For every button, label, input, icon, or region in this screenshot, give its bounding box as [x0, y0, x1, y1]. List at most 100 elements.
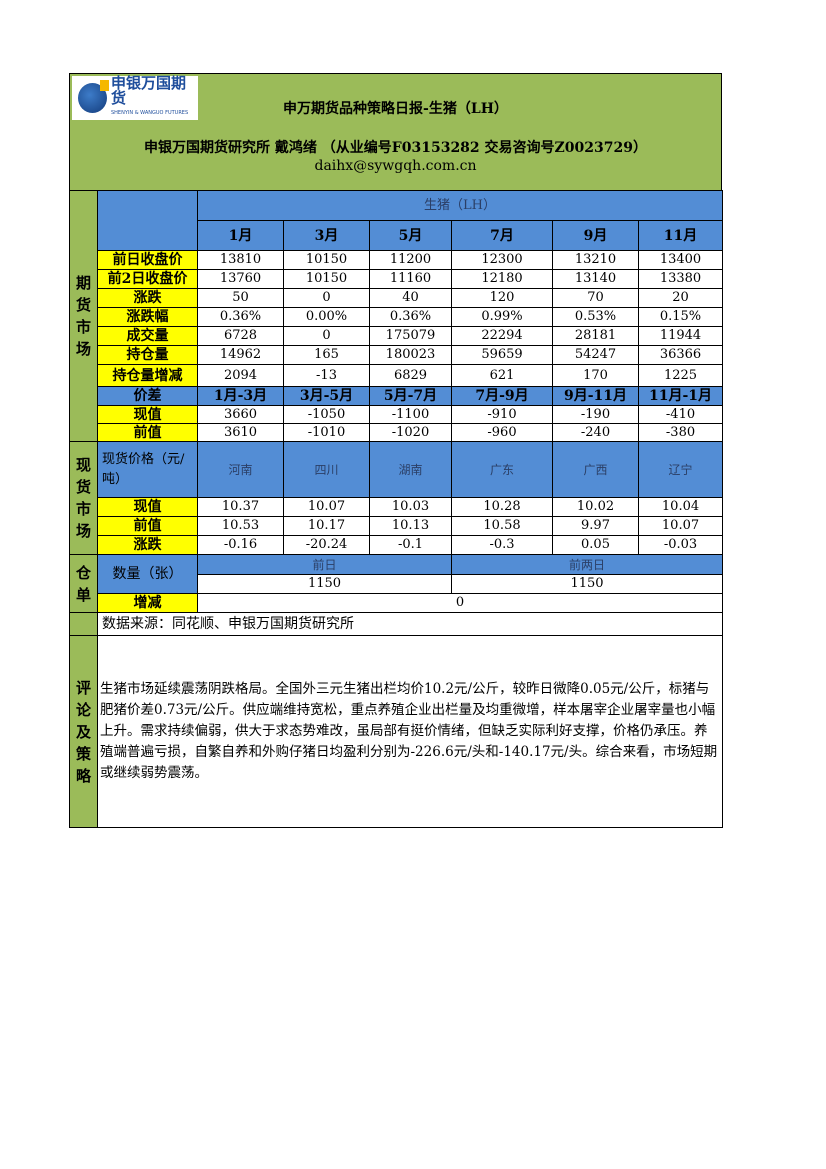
value-cell: 1225	[637, 364, 724, 387]
value-cell: 0.05	[552, 535, 639, 555]
report-header: 申银万国期货 SHENYIN & WANGUO FUTURES 申万期货品种策略日…	[69, 73, 722, 190]
table-row: 现值 3660 -1050 -1100 -910 -190 -410	[70, 405, 724, 424]
section-warehouse: 仓单	[69, 554, 98, 613]
spread-header: 3月-5月	[283, 386, 370, 406]
data-source: 数据来源：同花顺、申银万国期货研究所	[96, 612, 724, 636]
region-header: 广东	[451, 441, 553, 498]
table-row: 涨跌 -0.16 -20.24 -0.1 -0.3 0.05 -0.03	[70, 535, 724, 555]
table-row: 数据来源：同花顺、申银万国期货研究所	[69, 612, 724, 636]
value-cell: 10.53	[197, 516, 284, 536]
row-label: 持仓量	[97, 345, 198, 365]
value-cell: 120	[451, 288, 553, 308]
table-row: 增减 0	[70, 593, 724, 613]
table-row: 前值 10.53 10.17 10.13 10.58 9.97 10.07	[70, 516, 724, 536]
value-cell: 165	[283, 345, 370, 365]
value-cell: -20.24	[283, 535, 370, 555]
region-header: 四川	[283, 441, 370, 498]
value-cell: -190	[552, 405, 639, 424]
value-cell: 10.07	[637, 516, 724, 536]
value-cell: 12300	[451, 250, 553, 270]
row-label: 前2日收盘价	[97, 269, 198, 289]
value-cell: 0.99%	[451, 307, 553, 327]
value-cell: 40	[369, 288, 452, 308]
month-header: 11月	[637, 220, 724, 251]
value-cell: -910	[451, 405, 553, 424]
region-header: 广西	[552, 441, 639, 498]
value-cell: 10150	[283, 269, 370, 289]
prev-day-header: 前日	[197, 554, 452, 575]
value-cell: 621	[451, 364, 553, 387]
value-cell: 12180	[451, 269, 553, 289]
value-cell: -960	[451, 423, 553, 442]
region-header: 河南	[197, 441, 284, 498]
value-cell: 0.15%	[637, 307, 724, 327]
prev2-day-header: 前两日	[450, 554, 724, 575]
month-header: 3月	[283, 220, 370, 251]
value-cell: -380	[637, 423, 724, 442]
value-cell: 0.53%	[552, 307, 639, 327]
value-cell: -410	[637, 405, 724, 424]
value-cell: 2094	[197, 364, 284, 387]
region-header: 辽宁	[637, 441, 724, 498]
blank-cell	[69, 612, 98, 636]
prev2-day-value: 1150	[450, 574, 724, 594]
month-header: 9月	[552, 220, 639, 251]
value-cell: 10.28	[451, 497, 553, 517]
section-spot: 现货市场	[69, 441, 98, 555]
value-cell: 175079	[369, 326, 452, 346]
value-cell: 0.00%	[283, 307, 370, 327]
value-cell: 0.36%	[197, 307, 284, 327]
table-row: 持仓量 14962 165 180023 59659 54247 36366	[70, 345, 724, 365]
company-logo: 申银万国期货 SHENYIN & WANGUO FUTURES	[72, 75, 198, 120]
row-label: 涨跌	[97, 288, 198, 308]
value-cell: 0.36%	[369, 307, 452, 327]
value-cell: 10.17	[283, 516, 370, 536]
value-cell: 0	[283, 326, 370, 346]
value-cell: 3610	[197, 423, 284, 442]
region-header: 湖南	[369, 441, 452, 498]
value-cell: 20	[637, 288, 724, 308]
value-cell: 28181	[552, 326, 639, 346]
value-cell: 10.04	[637, 497, 724, 517]
value-cell: 59659	[451, 345, 553, 365]
value-cell: 9.97	[552, 516, 639, 536]
row-label: 成交量	[97, 326, 198, 346]
value-cell: 13400	[637, 250, 724, 270]
spread-header: 7月-9月	[451, 386, 553, 406]
row-label: 涨跌	[97, 535, 198, 555]
section-futures: 期货市场	[69, 190, 98, 442]
spread-header: 11月-1月	[637, 386, 724, 406]
author-email: daihx@sywgqh.com.cn	[314, 158, 477, 174]
row-label: 前值	[97, 516, 198, 536]
spread-header: 9月-11月	[552, 386, 639, 406]
value-cell: -1100	[369, 405, 452, 424]
value-cell: 36366	[637, 345, 724, 365]
value-cell: 70	[552, 288, 639, 308]
value-cell: 13760	[197, 269, 284, 289]
value-cell: 3660	[197, 405, 284, 424]
row-label: 前日收盘价	[97, 250, 198, 270]
value-cell: 50	[197, 288, 284, 308]
value-cell: -240	[552, 423, 639, 442]
value-cell: 10150	[283, 250, 370, 270]
logo-mark-icon	[78, 80, 109, 113]
value-cell: 6829	[369, 364, 452, 387]
value-cell: 10.13	[369, 516, 452, 536]
value-cell: 13210	[552, 250, 639, 270]
table-row: 涨跌幅 0.36% 0.00% 0.36% 0.99% 0.53% 0.15%	[70, 307, 724, 327]
table-row: 1150 1150	[70, 574, 724, 594]
table-row: 价差 1月-3月 3月-5月 5月-7月 7月-9月 9月-11月 11月-1月	[70, 386, 724, 406]
table-row: 评论及策略 生猪市场延续震荡阴跌格局。全国外三元生猪出栏均价10.2元/公斤，较昨…	[69, 635, 724, 828]
product-header: 生猪（LH）	[196, 190, 724, 221]
value-cell: -13	[283, 364, 370, 387]
month-header: 7月	[451, 220, 553, 251]
value-cell: -0.16	[197, 535, 284, 555]
month-header: 5月	[369, 220, 452, 251]
value-cell: 54247	[552, 345, 639, 365]
table-row: 前2日收盘价 13760 10150 11160 12180 13140 13380	[70, 269, 724, 289]
value-cell: 0	[283, 288, 370, 308]
table-row: 期货市场 生猪（LH）	[69, 190, 724, 442]
value-cell: -0.03	[637, 535, 724, 555]
value-cell: 170	[552, 364, 639, 387]
value-cell: -1010	[283, 423, 370, 442]
